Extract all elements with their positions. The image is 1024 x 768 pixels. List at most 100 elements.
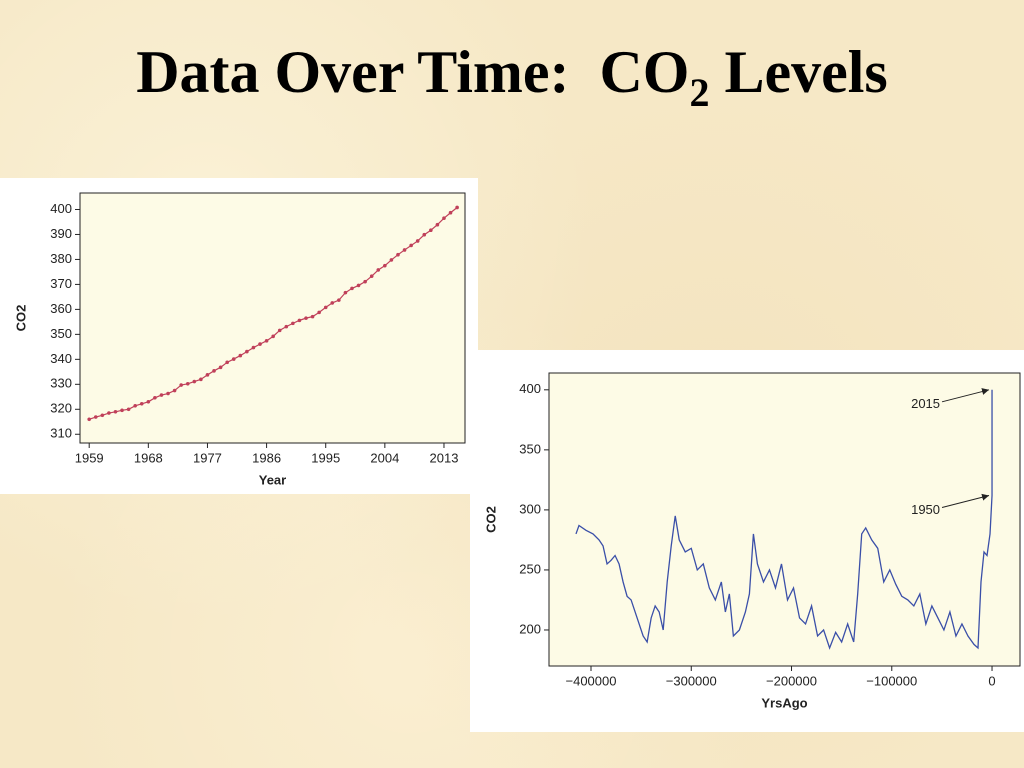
- data-point: [212, 369, 216, 373]
- y-tick-label: 400: [519, 381, 541, 396]
- annotation: 2015: [911, 396, 940, 411]
- y-axis-label: CO2: [13, 305, 28, 332]
- annotation-arrow: [941, 388, 990, 403]
- data-point: [323, 305, 328, 310]
- data-point: [291, 321, 295, 326]
- y-tick-label: 310: [50, 426, 72, 441]
- data-point: [166, 391, 170, 396]
- data-point: [343, 290, 348, 295]
- x-tick-label: 1968: [134, 450, 163, 465]
- data-point: [350, 286, 354, 291]
- data-point: [297, 318, 302, 323]
- data-point: [185, 382, 190, 386]
- data-point: [284, 324, 289, 329]
- title-text: Levels: [709, 39, 888, 105]
- data-point: [126, 407, 131, 412]
- x-tick-label: −400000: [566, 673, 617, 688]
- x-axis-label: YrsAgo: [761, 695, 807, 710]
- title-subscript: 2: [689, 70, 710, 115]
- y-tick-label: 330: [50, 376, 72, 391]
- annotation: 1950: [911, 502, 940, 517]
- x-tick-label: 2013: [430, 450, 459, 465]
- x-tick-label: 1986: [252, 450, 281, 465]
- data-point: [271, 334, 275, 339]
- x-tick-label: 2004: [370, 450, 399, 465]
- y-tick-label: 350: [519, 441, 541, 456]
- x-tick-label: 1959: [75, 450, 104, 465]
- data-point: [409, 243, 413, 248]
- x-tick-label: −300000: [666, 673, 717, 688]
- data-point: [310, 314, 315, 319]
- data-point: [304, 316, 308, 320]
- data-point: [133, 403, 137, 408]
- y-axis-label: CO2: [483, 506, 498, 533]
- data-point: [192, 379, 197, 384]
- data-point: [264, 339, 269, 343]
- data-point: [337, 298, 341, 302]
- data-point: [120, 408, 124, 413]
- y-tick-label: 370: [50, 276, 72, 291]
- y-tick-label: 320: [50, 401, 72, 416]
- x-tick-label: 1977: [193, 450, 222, 465]
- data-point: [179, 383, 183, 387]
- data-point: [251, 345, 256, 350]
- y-tick-label: 390: [50, 226, 72, 241]
- x-tick-label: 1995: [311, 450, 340, 465]
- title-text: Data Over Time: CO: [136, 39, 690, 105]
- data-point: [107, 411, 111, 415]
- y-tick-label: 360: [50, 301, 72, 316]
- data-point: [139, 401, 144, 406]
- data-point: [245, 349, 249, 354]
- slide-title: Data Over Time: CO2 Levels: [0, 38, 1024, 113]
- data-point: [435, 222, 440, 227]
- data-point: [238, 353, 243, 358]
- annotation-arrow: [941, 493, 990, 508]
- data-point: [153, 395, 157, 400]
- y-tick-label: 300: [519, 501, 541, 516]
- data-point: [396, 252, 400, 257]
- data-point: [455, 205, 459, 210]
- x-axis-label: Year: [259, 472, 286, 487]
- data-point: [93, 415, 98, 419]
- data-point: [218, 365, 223, 370]
- data-point: [363, 279, 367, 284]
- data-point: [100, 413, 105, 418]
- data-point: [389, 258, 394, 262]
- data-point: [415, 239, 420, 243]
- data-point: [402, 248, 407, 252]
- y-tick-label: 250: [519, 561, 541, 576]
- data-line: [575, 389, 993, 650]
- data-point: [172, 388, 177, 393]
- x-tick-label: 0: [988, 673, 995, 688]
- plot-area: [548, 372, 1021, 667]
- data-point: [422, 232, 427, 237]
- data-point: [159, 393, 164, 397]
- data-point: [330, 301, 335, 305]
- data-point: [448, 210, 453, 215]
- data-point: [369, 274, 374, 278]
- y-tick-label: 380: [50, 251, 72, 266]
- data-point: [231, 357, 236, 361]
- data-point: [383, 263, 387, 268]
- plot-area: [79, 192, 466, 444]
- x-tick-label: −100000: [866, 673, 917, 688]
- data-point: [225, 360, 229, 365]
- data-point: [429, 228, 433, 233]
- x-tick-label: −200000: [766, 673, 817, 688]
- data-point: [258, 342, 262, 346]
- data-point: [199, 377, 203, 382]
- data-point: [356, 283, 361, 288]
- data-point: [146, 399, 151, 404]
- data-point: [87, 417, 91, 422]
- data-point: [442, 216, 446, 221]
- data-point: [113, 409, 118, 414]
- data-point: [376, 268, 381, 272]
- y-tick-label: 340: [50, 351, 72, 366]
- y-tick-label: 200: [519, 621, 541, 636]
- data-point: [205, 373, 210, 377]
- data-point: [317, 310, 321, 315]
- data-point: [277, 328, 282, 333]
- y-tick-label: 400: [50, 201, 72, 216]
